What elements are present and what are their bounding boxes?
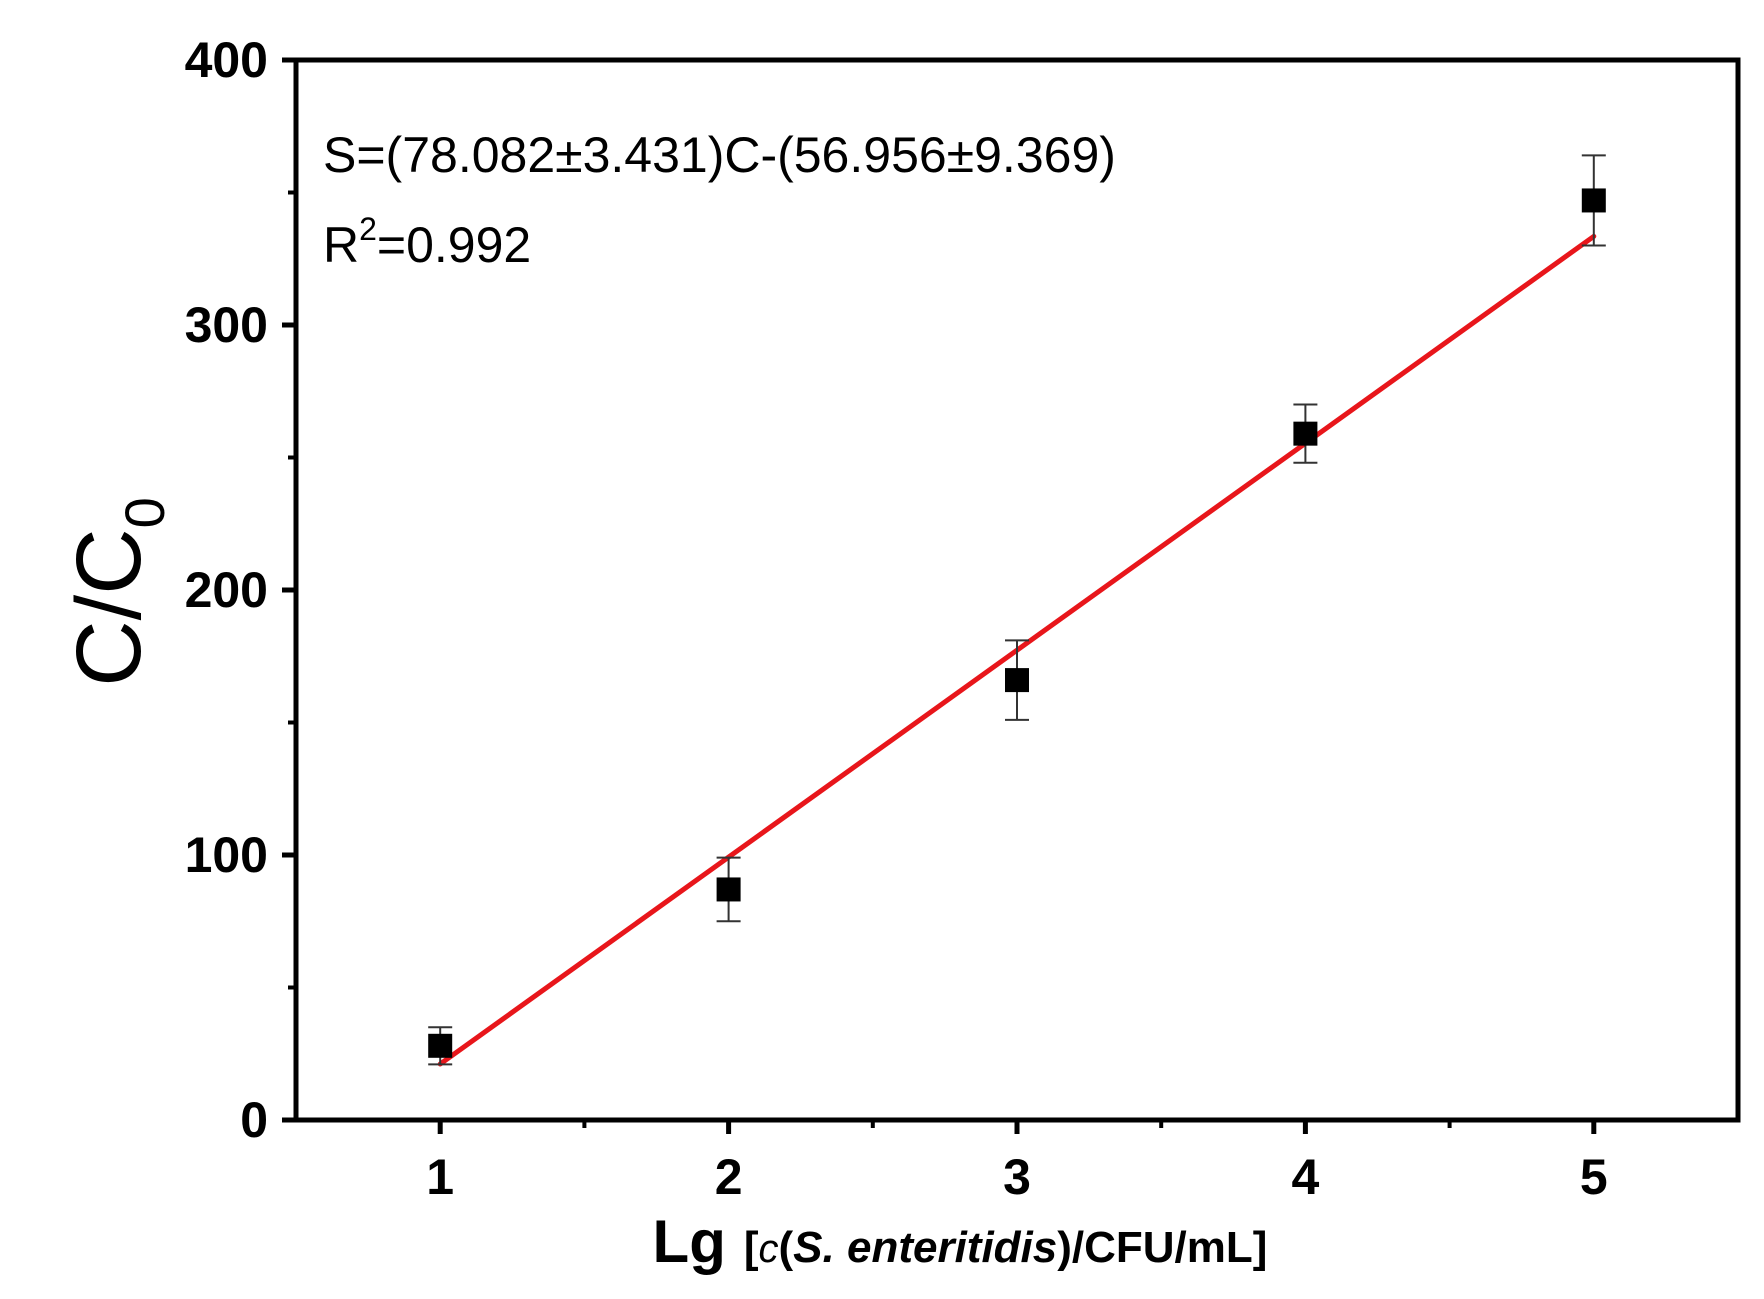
r-squared-value: =0.992 xyxy=(377,217,531,273)
x-axis-label-open: [ xyxy=(744,1223,759,1272)
x-axis-label-species: S. enteritidis xyxy=(793,1223,1057,1272)
data-points xyxy=(428,188,1606,1058)
r-squared-letter: R xyxy=(323,217,359,273)
y-tick-label: 0 xyxy=(240,1092,268,1148)
r-squared: R2=0.992 xyxy=(323,211,531,273)
x-tick-label: 1 xyxy=(426,1149,454,1205)
y-tick-label: 300 xyxy=(185,297,268,353)
y-axis-label-main: C/C xyxy=(58,528,160,686)
y-tick-label: 100 xyxy=(185,827,268,883)
tick-labels: 0 100 200 300 400 1 2 3 4 5 xyxy=(185,32,1608,1205)
error-bars xyxy=(428,154,1606,1066)
fit-equation: S=(78.082±3.431)C-(56.956±9.369) xyxy=(323,127,1116,183)
y-axis-label-subscript: 0 xyxy=(113,497,176,528)
x-tick-label: 2 xyxy=(715,1149,743,1205)
data-point xyxy=(1005,668,1029,693)
data-point xyxy=(428,1033,453,1058)
axes xyxy=(282,57,1741,1134)
r-squared-superscript: 2 xyxy=(359,211,377,247)
x-axis-label: Lg [c(S. enteritidis)/CFU/mL] xyxy=(653,1208,1268,1275)
x-axis-label-c: c xyxy=(759,1227,779,1271)
x-axis-label-close: ] xyxy=(1253,1223,1268,1272)
x-tick-label: 5 xyxy=(1580,1149,1608,1205)
x-tick-label: 4 xyxy=(1291,1149,1319,1205)
x-axis-label-prefix: Lg xyxy=(653,1208,726,1275)
x-tick-label: 3 xyxy=(1003,1149,1031,1205)
y-axis-label: C/C0 xyxy=(58,497,176,687)
y-tick-label: 200 xyxy=(185,562,268,618)
x-axis-label-unit: /CFU/mL xyxy=(1072,1223,1253,1272)
y-tick-label: 400 xyxy=(185,32,268,88)
data-point xyxy=(1293,421,1318,446)
data-point xyxy=(1581,188,1606,213)
x-axis-label-paren-open: ( xyxy=(779,1223,794,1272)
x-axis-label-paren-close: ) xyxy=(1057,1223,1072,1272)
data-point xyxy=(716,877,741,902)
